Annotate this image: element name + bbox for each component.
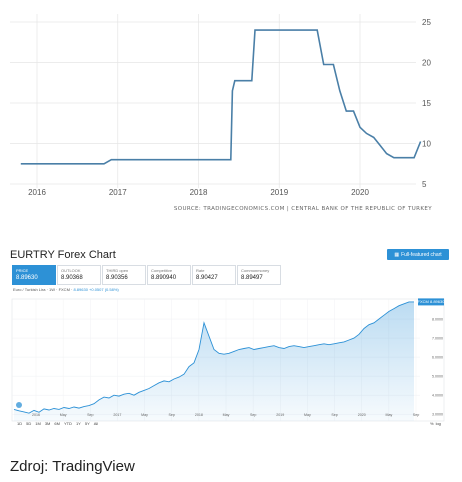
x-tick-label: Sep [331, 413, 337, 417]
stat-value: 8.90356 [106, 275, 128, 281]
range-all[interactable]: All [93, 421, 99, 426]
source-caption: Zdroj: TradingView [10, 458, 135, 475]
stat-label: OUTLOOK [61, 268, 81, 273]
stat-rate[interactable]: Rate 8.90427 [192, 265, 236, 285]
legend-symbol: Euro / Turkish Lira · 1W · FXCM · [13, 287, 73, 292]
chart-grid [10, 14, 416, 188]
log-scale-toggle[interactable]: log [435, 421, 441, 426]
x-tick-label: 2016 [32, 413, 40, 417]
x-tick-label: 2017 [113, 413, 121, 417]
range-selector: 1D 5D 1M 3M 6M YTD 1Y 5Y All [17, 421, 98, 426]
stat-price[interactable]: PRICE 8.89630 [12, 265, 56, 285]
forex-chart-title: EURTRY Forex Chart [10, 249, 116, 261]
stat-label: Competitive [151, 268, 173, 273]
chart-axis-ticks: 5 10 15 20 25 2016 2017 2018 2019 2020 [28, 18, 431, 197]
stat-outlook[interactable]: OUTLOOK 8.90368 [57, 265, 101, 285]
stat-value: 8.90427 [196, 275, 218, 281]
percent-scale-toggle[interactable]: % [430, 421, 434, 426]
x-tick-label: May [141, 413, 148, 417]
range-6m[interactable]: 6M [54, 421, 60, 426]
price-stats: PRICE 8.89630 OUTLOOK 8.90368 THIRD open… [12, 265, 282, 285]
x-tick-label: 2020 [351, 188, 369, 197]
range-5y[interactable]: 5Y [84, 421, 90, 426]
x-tick-label: 2019 [270, 188, 288, 197]
stat-label: Commonmoney [241, 268, 270, 273]
y-tick-label: 4.0000 [432, 394, 443, 398]
y-tick-label: 3.0000 [432, 413, 443, 417]
chart-legend: Euro / Turkish Lira · 1W · FXCM · 8.8963… [13, 287, 119, 292]
full-featured-chart-button[interactable]: ▦ Full-featured chart [387, 249, 449, 260]
range-1y[interactable]: 1Y [75, 421, 81, 426]
stat-value: 8.89497 [241, 275, 263, 281]
stat-label: PRICE [16, 268, 29, 273]
scale-settings: % log [430, 421, 441, 426]
rate-line [20, 29, 422, 165]
x-tick-label: 2017 [109, 188, 127, 197]
y-tick-label: 6.0000 [432, 356, 443, 360]
eurtry-chart: 8.0000 7.0000 6.0000 5.0000 4.0000 3.0000 2016… [11, 298, 446, 422]
stat-value: 8.890940 [151, 275, 177, 281]
policy-rate-chart: 5 10 15 20 25 2016 2017 2018 2019 2020 [10, 14, 431, 197]
range-1d[interactable]: 1D [17, 421, 23, 426]
price-area [14, 301, 414, 421]
y-tick-label: 25 [422, 18, 431, 27]
x-tick-label: May [304, 413, 311, 417]
range-5d[interactable]: 5D [26, 421, 32, 426]
y-tick-label: 5 [422, 180, 427, 189]
x-tick-label: May [385, 413, 392, 417]
last-price-tag: FXCM 8.89630 [418, 298, 446, 306]
chart-axis-ticks: 8.0000 7.0000 6.0000 5.0000 4.0000 3.0000 2016… [32, 318, 443, 417]
x-tick-label: 2020 [358, 413, 366, 417]
x-tick-label: 2018 [190, 188, 208, 197]
x-tick-label: Sep [169, 413, 175, 417]
chart-icon: ▦ [394, 251, 400, 258]
x-tick-label: 2016 [28, 188, 46, 197]
last-price-label: FXCM 8.89630 [418, 299, 446, 304]
x-tick-label: 2018 [195, 413, 203, 417]
currency-flag-icon [16, 402, 22, 408]
x-tick-label: Sep [413, 413, 419, 417]
range-ytd[interactable]: YTD [63, 421, 72, 426]
x-tick-label: May [223, 413, 230, 417]
x-tick-label: Sep [250, 413, 256, 417]
y-tick-label: 5.0000 [432, 375, 443, 379]
stat-third-open[interactable]: THIRD open 8.90356 [102, 265, 146, 285]
full-featured-chart-label: Full-featured chart [401, 251, 442, 258]
stat-label: Rate [196, 268, 205, 273]
y-tick-label: 15 [422, 99, 431, 108]
legend-value: 8.89630 +0.0507 (0.58%) [73, 287, 119, 292]
stat-value: 8.89630 [16, 275, 38, 281]
stat-value: 8.90368 [61, 275, 83, 281]
stat-commonmoney[interactable]: Commonmoney 8.89497 [237, 265, 281, 285]
y-tick-label: 10 [422, 140, 431, 149]
stat-competitive[interactable]: Competitive 8.890940 [147, 265, 191, 285]
range-1m[interactable]: 1M [35, 421, 41, 426]
y-tick-label: 8.0000 [432, 318, 443, 322]
x-tick-label: 2019 [276, 413, 284, 417]
y-tick-label: 20 [422, 59, 431, 68]
x-tick-label: May [60, 413, 67, 417]
stat-label: THIRD open [106, 268, 129, 273]
y-tick-label: 7.0000 [432, 337, 443, 341]
price-line [13, 301, 414, 414]
range-3m[interactable]: 3M [44, 421, 51, 426]
x-tick-label: Sep [87, 413, 93, 417]
chart-source: SOURCE: TRADINGECONOMICS.COM | CENTRAL B… [173, 206, 432, 212]
